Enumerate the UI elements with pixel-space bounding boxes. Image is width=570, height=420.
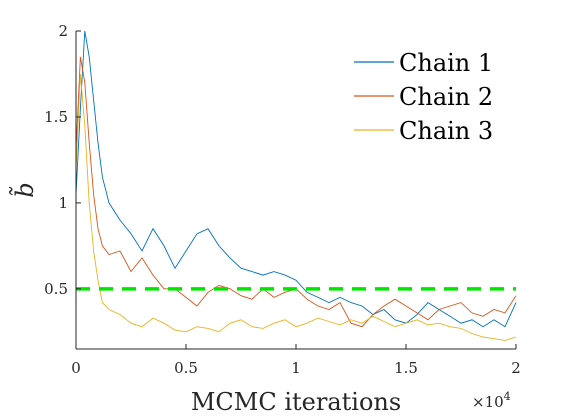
legend: Chain 1 Chain 2 Chain 3 <box>354 49 493 145</box>
x-exponent-base: ×10 <box>472 393 504 411</box>
legend-label-chain-2: Chain 2 <box>399 83 493 111</box>
x-tick-label: 2 <box>511 359 521 377</box>
x-axis-label: MCMC iterations <box>191 388 401 416</box>
series-layer <box>75 30 517 341</box>
x-exponent-label: ×104 <box>472 390 511 411</box>
series-line-chain-1 <box>75 30 517 328</box>
x-tick-label: 1 <box>291 359 301 377</box>
x-tick-label: 1.5 <box>394 359 418 377</box>
legend-label-chain-3: Chain 3 <box>399 117 493 145</box>
y-tick-label: 1 <box>58 194 68 212</box>
y-tick-label: 1.5 <box>44 108 68 126</box>
y-axis-label: b̃ <box>8 182 39 197</box>
y-tick-label: 0.5 <box>44 280 68 298</box>
tick-labels: 0 0.5 1 1.5 2 0.5 1 1.5 2 <box>44 22 521 377</box>
x-exponent-power: 4 <box>504 390 511 403</box>
x-tick-label: 0 <box>71 359 81 377</box>
y-tick-label: 2 <box>58 22 68 40</box>
series-line-chain-3 <box>75 73 517 341</box>
axes <box>75 30 517 350</box>
legend-label-chain-1: Chain 1 <box>399 49 493 77</box>
x-tick-label: 0.5 <box>174 359 198 377</box>
series-line-chain-2 <box>75 56 517 328</box>
